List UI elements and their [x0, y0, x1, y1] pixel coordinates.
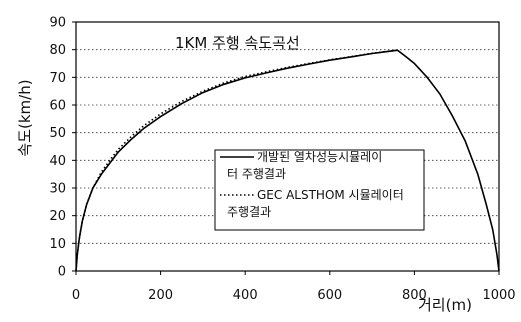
- grid: [76, 49, 499, 244]
- y-tick-label: 40: [49, 154, 66, 169]
- legend-box: [214, 149, 425, 231]
- x-axis-label: 거리(m): [418, 296, 472, 314]
- x-tick-label: 600: [317, 288, 342, 303]
- chart-title: 1KM 주행 속도곡선: [175, 34, 300, 52]
- series-line-1: [75, 49, 500, 272]
- y-tick-label: 20: [49, 209, 66, 224]
- y-tick-label: 30: [49, 182, 66, 197]
- y-tick-label: 90: [49, 16, 66, 31]
- y-tick-label: 80: [49, 43, 66, 58]
- legend-label-1: 개발된 열차성능시뮬레이 터 주행결과: [227, 150, 382, 181]
- legend: 개발된 열차성능시뮬레이 터 주행결과 GEC ALSTHOM 시뮬레이터 주행결과: [214, 149, 425, 231]
- x-tick-label: 800: [402, 288, 427, 303]
- y-tick-label: 60: [49, 99, 66, 114]
- series-line-2: [75, 49, 398, 272]
- x-tick-label: 1000: [482, 288, 515, 303]
- x-tick-label: 200: [148, 288, 173, 303]
- y-tick-label: 50: [49, 126, 66, 141]
- y-tick-label: 10: [49, 237, 66, 252]
- x-ticks: 0 200 400 600 800 1000: [72, 271, 516, 303]
- x-tick-label: 0: [72, 288, 80, 303]
- y-ticks: 0 10 20 30 40 50 60 70 80 90: [49, 16, 76, 280]
- y-tick-label: 0: [58, 265, 66, 280]
- series-group: [75, 49, 500, 272]
- y-axis-label: 속도(km/h): [16, 79, 34, 156]
- y-tick-label: 70: [49, 71, 66, 86]
- legend-label-2: GEC ALSTHOM 시뮬레이터 주행결과: [227, 188, 404, 219]
- plot-area: [75, 21, 500, 272]
- x-tick-label: 400: [233, 288, 258, 303]
